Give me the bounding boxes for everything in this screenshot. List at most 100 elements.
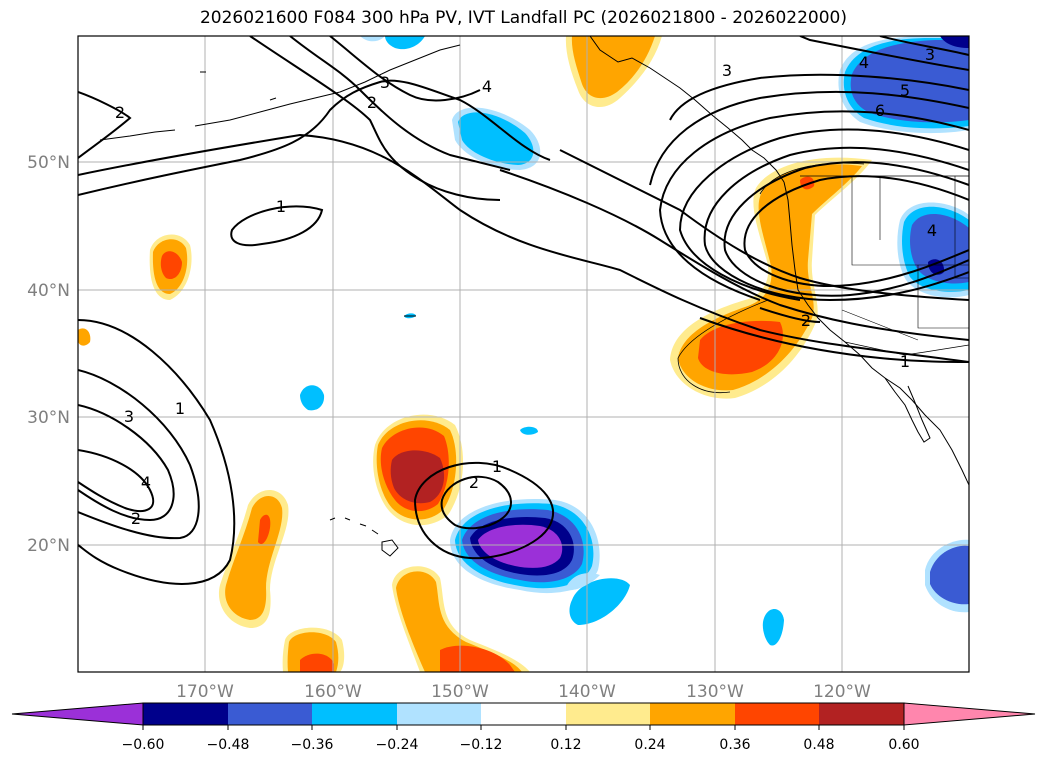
contour-label: 5 xyxy=(900,81,910,100)
lon-label: 120°W xyxy=(813,682,871,702)
lon-label: 170°W xyxy=(176,682,234,702)
contour-label: 4 xyxy=(859,53,869,72)
anomaly-se-blob-royal xyxy=(930,545,969,605)
latitude-labels: 50°N 40°N 30°N 20°N xyxy=(27,153,70,556)
colorbar-tick-label: 0.24 xyxy=(634,737,665,753)
anomaly-small-blob-3 xyxy=(520,426,538,435)
coast-hawaii xyxy=(329,517,399,557)
contour-labels: 2 3 2 4 3 3 4 5 6 1 2 1 3 4 2 1 2 1 4 xyxy=(115,45,937,528)
contour-goa-8 xyxy=(799,36,969,71)
contour-west-low-3 xyxy=(78,404,175,522)
contour-west-low-1 xyxy=(78,319,236,585)
colorbar-tick-label: −0.12 xyxy=(460,737,503,753)
anomaly-bottom-left-red xyxy=(300,653,334,672)
map-layers: 2 3 2 4 3 3 4 5 6 1 2 1 3 4 2 1 2 1 4 xyxy=(78,36,969,672)
anomaly-bottom-mid-red xyxy=(440,645,515,672)
lat-label: 20°N xyxy=(27,536,70,556)
contour-label: 1 xyxy=(900,352,910,371)
contour-label: 2 xyxy=(801,311,811,330)
contour-1-west xyxy=(230,205,324,247)
colorbar-extend-low xyxy=(11,702,144,726)
border-states xyxy=(841,176,969,341)
coastlines xyxy=(99,36,969,557)
contour-west-low-2 xyxy=(78,369,200,540)
anomaly-bottom-mid-orange xyxy=(396,571,522,672)
colorbar-tick-label: −0.36 xyxy=(291,737,334,753)
coast-alaska xyxy=(589,36,785,183)
contour-2-cal xyxy=(759,307,821,323)
colorbar-segment xyxy=(228,703,312,725)
anomaly-central-firebrick xyxy=(390,450,445,504)
lon-label: 140°W xyxy=(558,682,616,702)
colorbar-tick-labels: −0.60 −0.48 −0.36 −0.24 −0.12 0.12 0.24 … xyxy=(122,737,920,753)
lon-label: 160°W xyxy=(304,682,362,702)
anomaly-west-blob-red xyxy=(160,251,182,280)
contour-label: 1 xyxy=(492,457,502,476)
coast-bc-to-baja xyxy=(783,181,969,486)
coast-aleutians xyxy=(99,44,461,141)
contour-label: 3 xyxy=(925,45,935,64)
contour-goa-7 xyxy=(669,73,969,121)
contour-label: 2 xyxy=(469,473,479,492)
colorbar-segment xyxy=(481,703,566,725)
contour-goa-3 xyxy=(703,146,969,302)
colorbar-segment xyxy=(650,703,735,725)
longitude-labels: 170°W 160°W 150°W 140°W 130°W 120°W xyxy=(176,682,871,702)
anomaly-top-small xyxy=(385,36,425,50)
contour-west-low-4 xyxy=(78,449,155,512)
colorbar-segment xyxy=(819,703,904,725)
anomaly-hawaii-tail xyxy=(569,578,630,625)
positive-anomaly-fills xyxy=(78,36,872,672)
colorbar-ticks xyxy=(142,725,905,730)
lon-label: 150°W xyxy=(431,682,489,702)
anomaly-goa-orange xyxy=(571,36,655,99)
colorbar-tick-label: 0.48 xyxy=(803,737,834,753)
anomaly-top-small-light xyxy=(360,36,385,42)
contour-ridge-1 xyxy=(499,169,969,341)
anomaly-sw-tail-red xyxy=(258,514,271,545)
contour-goa-5 xyxy=(658,110,969,301)
anomaly-hawaii-tail-light xyxy=(565,573,600,591)
contour-label: 2 xyxy=(367,93,377,112)
contour-big-sweep xyxy=(78,133,969,363)
colorbar-segment xyxy=(566,703,650,725)
contour-2-top-left xyxy=(78,91,132,159)
contour-label: 4 xyxy=(482,77,492,96)
contour-1-cal xyxy=(699,317,969,363)
anomaly-pnw-plume-red xyxy=(698,320,783,375)
colorbar-tick-label: 0.36 xyxy=(719,737,750,753)
contour-goa-6 xyxy=(649,90,969,186)
contour-label: 3 xyxy=(380,73,390,92)
plot-frame xyxy=(77,35,970,673)
anomaly-npac-blob-cyan xyxy=(458,112,534,165)
contour-arc-3 xyxy=(329,36,481,102)
contour-goa-9 xyxy=(879,36,969,56)
colorbar-tick-label: −0.48 xyxy=(207,737,250,753)
contour-goa-2 xyxy=(723,161,969,297)
contour-label: 3 xyxy=(722,61,732,80)
colorbar-tick-label: −0.60 xyxy=(122,737,165,753)
coast-baja xyxy=(884,377,931,443)
colorbar-segment xyxy=(312,703,397,725)
border-mexico xyxy=(844,341,969,356)
contour-label: 1 xyxy=(276,197,286,216)
colorbar-frame xyxy=(142,702,905,726)
colorbar-segment xyxy=(397,703,481,725)
colorbar-tick-label: −0.24 xyxy=(376,737,419,753)
lat-label: 30°N xyxy=(27,408,70,428)
anomaly-small-blob-1 xyxy=(300,385,325,411)
contour-ridge-2 xyxy=(559,149,969,301)
contour-top-arc xyxy=(249,36,501,201)
colorbar-tick-label: 0.12 xyxy=(550,737,581,753)
colorbar-extend-high xyxy=(903,702,1036,726)
colorbar-segment xyxy=(735,703,819,725)
contour-label: 1 xyxy=(175,399,185,418)
anomaly-ne-low-navy xyxy=(940,36,969,48)
contour-label: 2 xyxy=(115,103,125,122)
map-title: 2026021600 F084 300 hPa PV, IVT Landfall… xyxy=(199,8,847,28)
anomaly-inland-low-navy xyxy=(928,259,945,275)
colorbar-segment xyxy=(143,703,228,725)
contour-arc-2 xyxy=(289,36,511,171)
anomaly-small-blob-2 xyxy=(762,608,784,646)
contour-label: 3 xyxy=(124,407,134,426)
